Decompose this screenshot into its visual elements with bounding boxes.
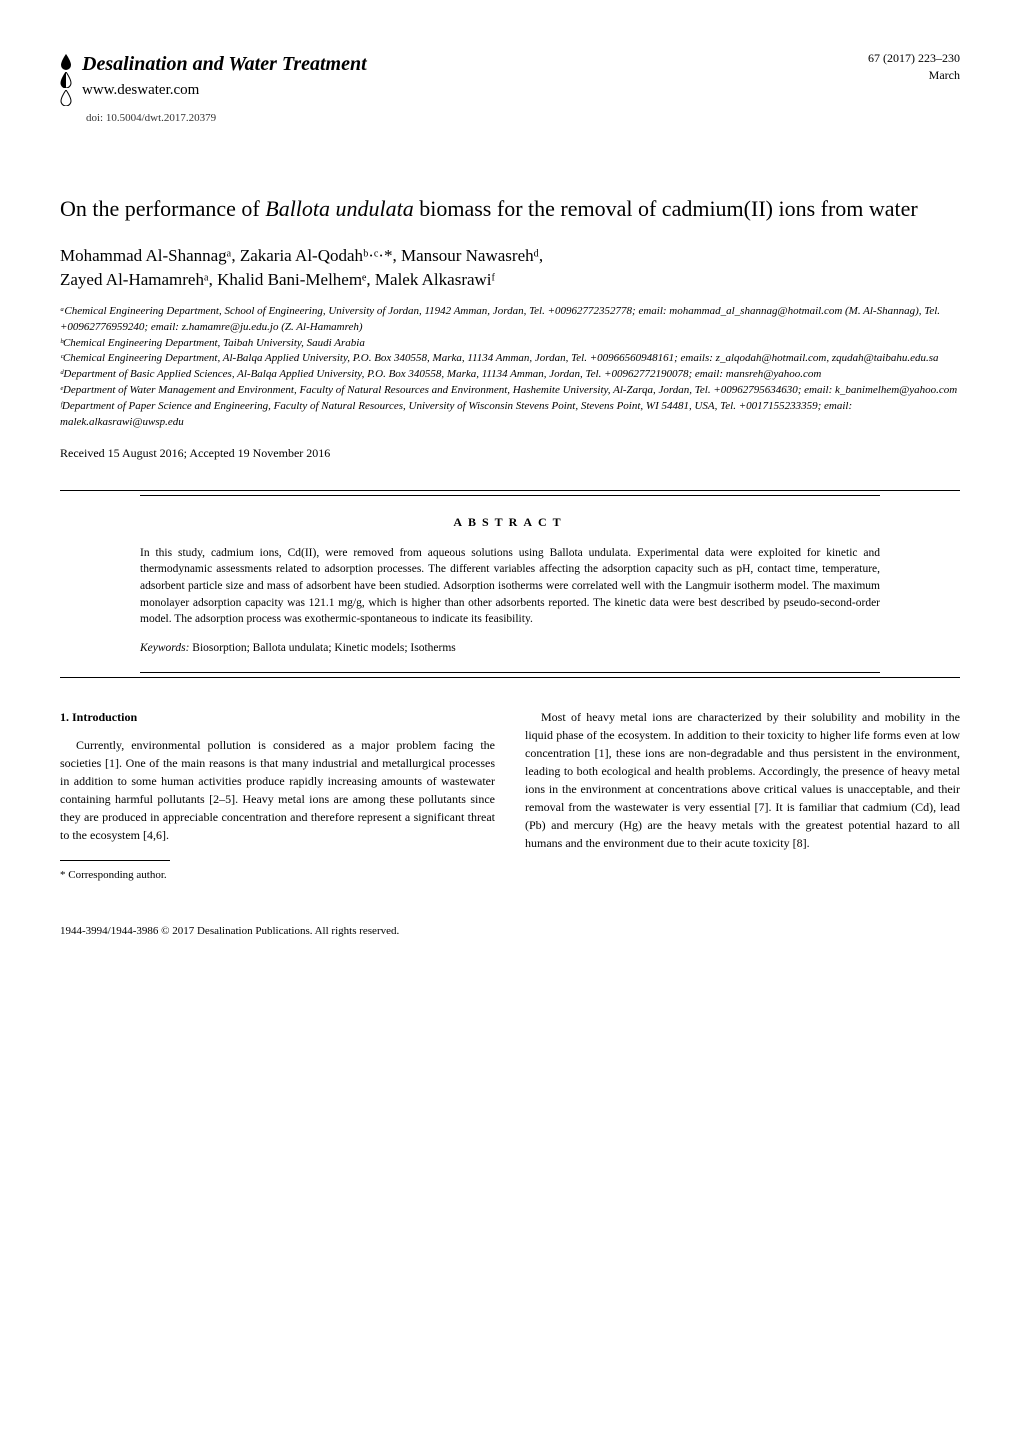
journal-text-block: Desalination and Water Treatment www.des… xyxy=(82,50,367,126)
doi: doi: 10.5004/dwt.2017.20379 xyxy=(86,111,367,126)
abstract-heading: ABSTRACT xyxy=(140,514,880,531)
abstract-text: In this study, cadmium ions, Cd(II), wer… xyxy=(140,545,880,628)
footnote-separator xyxy=(60,860,170,861)
authors-line-2: Zayed Al-Hamamrehᵃ, Khalid Bani-Melhemᵉ,… xyxy=(60,270,495,289)
droplet-half-icon xyxy=(60,72,72,88)
section-heading: 1. Introduction xyxy=(60,708,495,726)
droplet-icon xyxy=(60,54,72,106)
journal-block: Desalination and Water Treatment www.des… xyxy=(60,50,367,126)
authors-line-1: Mohammad Al-Shannagᵃ, Zakaria Al-Qodahᵇ·… xyxy=(60,246,543,265)
issue-month: March xyxy=(868,67,960,84)
right-column: Most of heavy metal ions are characteriz… xyxy=(525,708,960,884)
article-title: On the performance of Ballota undulata b… xyxy=(60,194,960,224)
copyright-footer: 1944-3994/1944-3986 © 2017 Desalination … xyxy=(60,924,960,939)
issue-volume: 67 (2017) 223–230 xyxy=(868,50,960,67)
droplet-outline-icon xyxy=(60,90,72,106)
affiliation-f: ᶠDepartment of Paper Science and Enginee… xyxy=(60,399,960,431)
journal-url: www.deswater.com xyxy=(82,80,367,101)
intro-paragraph-right: Most of heavy metal ions are characteriz… xyxy=(525,708,960,852)
affiliation-d: ᵈDepartment of Basic Applied Sciences, A… xyxy=(60,367,960,383)
corresponding-author-footnote: * Corresponding author. xyxy=(60,867,495,884)
abstract-box: ABSTRACT In this study, cadmium ions, Cd… xyxy=(60,490,960,678)
keywords: Keywords: Biosorption; Ballota undulata;… xyxy=(140,640,880,656)
left-column: 1. Introduction Currently, environmental… xyxy=(60,708,495,884)
keywords-label: Keywords: xyxy=(140,642,189,654)
header: Desalination and Water Treatment www.des… xyxy=(60,50,960,126)
journal-title: Desalination and Water Treatment xyxy=(82,50,367,78)
affiliation-c: ᶜChemical Engineering Department, Al-Bal… xyxy=(60,351,960,367)
authors: Mohammad Al-Shannagᵃ, Zakaria Al-Qodahᵇ·… xyxy=(60,244,960,292)
affiliation-b: ᵇChemical Engineering Department, Taibah… xyxy=(60,336,960,352)
body-columns: 1. Introduction Currently, environmental… xyxy=(60,708,960,884)
affiliation-a: ᵃChemical Engineering Department, School… xyxy=(60,304,960,336)
issue-info: 67 (2017) 223–230 March xyxy=(868,50,960,84)
affiliations: ᵃChemical Engineering Department, School… xyxy=(60,304,960,432)
intro-paragraph-left: Currently, environmental pollution is co… xyxy=(60,736,495,844)
keywords-value: Biosorption; Ballota undulata; Kinetic m… xyxy=(192,642,456,654)
received-accepted: Received 15 August 2016; Accepted 19 Nov… xyxy=(60,445,960,462)
affiliation-e: ᵉDepartment of Water Management and Envi… xyxy=(60,383,960,399)
abstract-inner: ABSTRACT In this study, cadmium ions, Cd… xyxy=(140,495,880,673)
droplet-filled-icon xyxy=(60,54,72,70)
